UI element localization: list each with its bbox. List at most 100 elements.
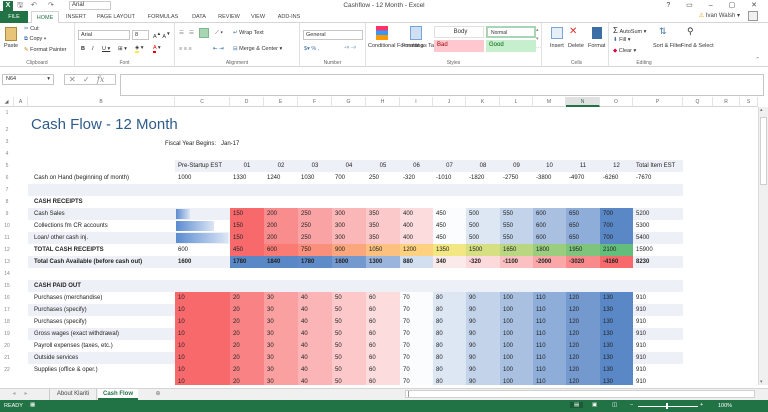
- table-cell[interactable]: 100: [500, 352, 533, 364]
- merge-center-button[interactable]: ⊟ Merge & Center ▾: [233, 46, 283, 52]
- macro-record-icon[interactable]: ▦: [30, 402, 36, 408]
- table-cell[interactable]: 110: [533, 292, 566, 304]
- fill-color-button[interactable]: ◈ ▾: [135, 45, 144, 53]
- table-cell[interactable]: 150: [230, 232, 264, 244]
- column-header-c[interactable]: C: [175, 97, 230, 107]
- table-cell[interactable]: 1200: [400, 244, 433, 256]
- table-cell[interactable]: 150: [230, 220, 264, 232]
- tab-file[interactable]: FILE: [0, 11, 28, 23]
- style-body[interactable]: Body: [434, 26, 484, 38]
- scroll-down-icon[interactable]: ▾: [760, 379, 763, 385]
- accounting-format-button[interactable]: $▾ % ,: [304, 46, 320, 52]
- column-header-g[interactable]: G: [332, 97, 366, 107]
- table-cell[interactable]: 150: [230, 208, 264, 220]
- table-cell[interactable]: 120: [566, 376, 600, 385]
- table-cell[interactable]: 750: [298, 244, 332, 256]
- table-cell[interactable]: 600: [264, 244, 298, 256]
- table-cell[interactable]: 50: [332, 352, 366, 364]
- row-header[interactable]: 9: [5, 211, 9, 217]
- styles-scroll[interactable]: ▴ ▾ ⋯: [536, 27, 541, 51]
- next-sheet-icon[interactable]: ▸: [24, 391, 28, 397]
- fx-icon[interactable]: fx: [96, 75, 105, 84]
- spreadsheet-grid[interactable]: ◢ A B C D E F G H I J K L M N O P Q R S …: [0, 97, 758, 385]
- table-cell[interactable]: 500: [466, 232, 500, 244]
- table-cell[interactable]: 120: [566, 364, 600, 376]
- table-cell[interactable]: -2000: [533, 256, 566, 268]
- table-cell[interactable]: 550: [500, 232, 533, 244]
- undo-icon[interactable]: ↶: [31, 2, 37, 9]
- table-cell[interactable]: 200: [264, 232, 298, 244]
- name-box[interactable]: N64 ▾: [2, 74, 54, 85]
- italic-button[interactable]: I: [92, 46, 94, 52]
- table-cell[interactable]: 700: [335, 175, 346, 181]
- table-cell[interactable]: -2750: [503, 175, 519, 181]
- font-grow-shrink-buttons[interactable]: A▲ A▼: [153, 31, 171, 40]
- table-cell[interactable]: 70: [400, 316, 433, 328]
- sheet-tab-about[interactable]: About Klariti: [49, 389, 97, 400]
- row-header[interactable]: 19: [4, 331, 10, 337]
- table-cell[interactable]: 70: [400, 292, 433, 304]
- column-header-j[interactable]: J: [433, 97, 466, 107]
- delete-button[interactable]: Delete: [568, 43, 584, 49]
- table-cell[interactable]: 600: [533, 232, 566, 244]
- table-cell[interactable]: 130: [600, 328, 633, 340]
- table-cell[interactable]: 130: [600, 364, 633, 376]
- table-cell[interactable]: 100: [500, 364, 533, 376]
- table-cell[interactable]: 10: [175, 340, 230, 352]
- table-cell[interactable]: 110: [533, 304, 566, 316]
- table-cell[interactable]: 50: [332, 292, 366, 304]
- table-cell[interactable]: 20: [230, 364, 264, 376]
- decimal-buttons[interactable]: ⁺⁰ ⁻⁰: [344, 46, 356, 52]
- column-header-k[interactable]: K: [466, 97, 500, 107]
- table-cell[interactable]: 50: [332, 316, 366, 328]
- table-cell[interactable]: 70: [400, 340, 433, 352]
- table-cell[interactable]: 120: [566, 352, 600, 364]
- table-cell[interactable]: 250: [298, 232, 332, 244]
- table-cell[interactable]: 90: [466, 328, 500, 340]
- column-header-o[interactable]: O: [600, 97, 633, 107]
- table-cell[interactable]: 90: [466, 304, 500, 316]
- table-cell[interactable]: 120: [566, 328, 600, 340]
- insert-button[interactable]: Insert: [550, 43, 564, 49]
- table-cell[interactable]: 130: [600, 304, 633, 316]
- table-cell[interactable]: 70: [400, 376, 433, 385]
- user-account[interactable]: ⚠ Ivan Walsh ▾: [698, 13, 740, 19]
- table-cell[interactable]: 30: [264, 364, 298, 376]
- table-cell[interactable]: 910: [636, 331, 647, 337]
- borders-button[interactable]: ⊞ ▾: [118, 46, 127, 52]
- table-cell[interactable]: 1000: [178, 175, 192, 181]
- table-cell[interactable]: 1500: [466, 244, 500, 256]
- row-header[interactable]: 2: [5, 127, 9, 133]
- formula-input[interactable]: [120, 74, 764, 96]
- row-header[interactable]: 1: [5, 110, 9, 116]
- table-cell[interactable]: 910: [636, 355, 647, 361]
- table-cell[interactable]: 10: [175, 316, 230, 328]
- table-cell[interactable]: -1100: [500, 256, 533, 268]
- table-cell[interactable]: 1350: [433, 244, 466, 256]
- scroll-up-icon[interactable]: ▴: [760, 107, 763, 113]
- table-cell[interactable]: 300: [332, 208, 366, 220]
- wrap-text-button[interactable]: ↵ Wrap Text: [233, 30, 264, 36]
- table-cell[interactable]: 10: [175, 304, 230, 316]
- table-cell[interactable]: 5400: [636, 235, 650, 241]
- table-cell[interactable]: 10: [175, 364, 230, 376]
- table-cell[interactable]: 1780: [298, 256, 332, 268]
- table-cell[interactable]: 450: [433, 220, 466, 232]
- cancel-icon[interactable]: ✕: [69, 75, 76, 84]
- style-normal[interactable]: Normal: [486, 26, 536, 38]
- table-cell[interactable]: 130: [600, 352, 633, 364]
- horizontal-scrollbar[interactable]: [405, 390, 755, 398]
- table-cell[interactable]: 20: [230, 328, 264, 340]
- table-cell[interactable]: 90: [466, 340, 500, 352]
- table-cell[interactable]: 10: [175, 376, 230, 385]
- table-cell[interactable]: 120: [566, 340, 600, 352]
- table-cell[interactable]: 350: [366, 208, 400, 220]
- page-layout-view-icon[interactable]: ▣: [592, 402, 598, 408]
- table-cell[interactable]: 1650: [500, 244, 533, 256]
- table-cell[interactable]: -1820: [469, 175, 485, 181]
- table-cell[interactable]: 20: [230, 292, 264, 304]
- table-cell[interactable]: 80: [433, 376, 466, 385]
- table-cell[interactable]: 40: [298, 364, 332, 376]
- table-cell[interactable]: 130: [600, 292, 633, 304]
- table-cell[interactable]: 1600: [332, 256, 366, 268]
